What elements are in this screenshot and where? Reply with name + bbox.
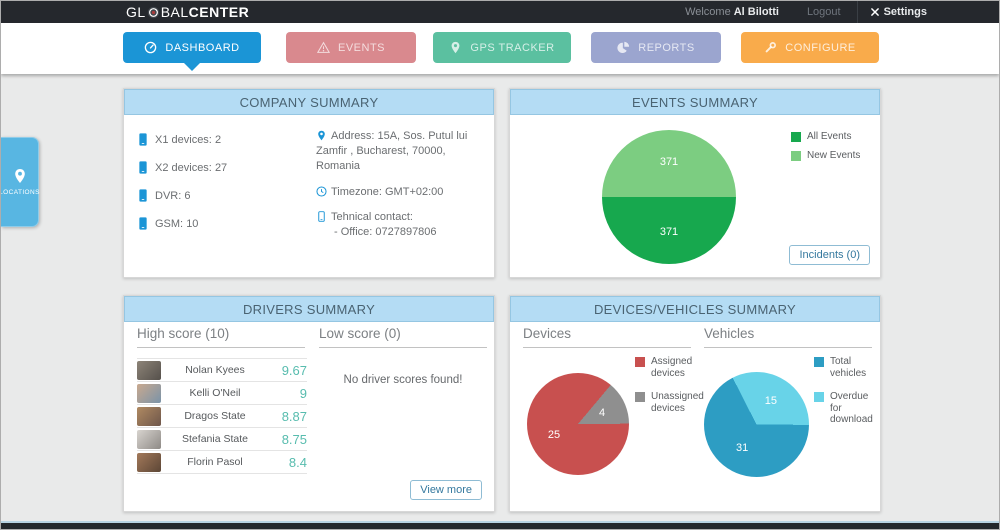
device-count-row: X1 devices: 2	[138, 133, 227, 146]
legend-swatch	[791, 132, 801, 142]
phone-icon	[318, 211, 325, 223]
legend-item: Unassigned devices	[635, 391, 713, 414]
logo-text-gl: GL	[126, 4, 146, 20]
legend-swatch	[791, 150, 801, 161]
low-score-title: Low score (0)	[319, 326, 487, 348]
address-row: Address: 15A, Sos. Putul lui Zamfir , Bu…	[316, 130, 468, 172]
legend-item: All Events	[791, 131, 860, 143]
incidents-button[interactable]: Incidents (0)	[789, 245, 870, 265]
device-count-value: 6	[184, 189, 191, 202]
contact-office: - Office: 0727897806	[334, 226, 437, 239]
view-more-button[interactable]: View more	[410, 480, 482, 500]
tab-configure[interactable]: CONFIGURE	[741, 32, 879, 63]
device-count-value: 2	[214, 133, 222, 146]
avatar	[137, 429, 161, 449]
pie-slice-value: 15	[764, 395, 777, 408]
high-score-title: High score (10)	[137, 326, 305, 348]
tab-reports[interactable]: REPORTS	[591, 32, 721, 63]
device-icon	[139, 133, 147, 146]
device-icon	[139, 189, 147, 202]
panel-title: DRIVERS SUMMARY	[124, 296, 494, 322]
background-map-strip	[1, 521, 999, 529]
vehicles-legend: Total vehicles Overdue for download	[814, 356, 878, 426]
legend-item: Overdue for download	[814, 391, 878, 426]
pin-icon	[452, 41, 460, 54]
main-nav: DASHBOARD EVENTS GPS TRACKER REPORTS CON…	[1, 23, 999, 74]
tab-events[interactable]: EVENTS	[286, 32, 416, 63]
legend-swatch	[635, 392, 645, 402]
device-count-value: 27	[214, 161, 228, 174]
avatar	[137, 452, 161, 472]
contact-row: Tehnical contact: - Office: 0727897806	[316, 210, 484, 240]
warning-icon	[316, 41, 330, 53]
device-count-row: DVR: 6	[138, 189, 227, 202]
tab-gps-tracker[interactable]: GPS TRACKER	[433, 32, 571, 63]
user-name: Al Bilotti	[733, 6, 779, 18]
pie-slice-value: 31	[736, 441, 749, 454]
device-count-row: GSM: 10	[138, 217, 227, 230]
device-icon	[139, 161, 147, 174]
company-info-list: Address: 15A, Sos. Putul lui Zamfir , Bu…	[316, 129, 484, 251]
table-row[interactable]: Kelli O'Neil 9	[137, 382, 307, 405]
target-logo-icon	[147, 6, 160, 19]
device-count-row: X2 devices: 27	[138, 161, 227, 174]
pie-slice-value: 371	[659, 156, 679, 169]
vehicles-pie-chart: 15 31	[704, 372, 809, 477]
avatar	[137, 406, 161, 426]
wrench-icon	[765, 42, 777, 53]
device-count-list: X1 devices: 2 X2 devices: 27 DVR: 6 GSM:…	[138, 133, 227, 245]
device-icon	[139, 217, 147, 230]
crossed-tools-icon	[870, 8, 879, 16]
legend-swatch	[814, 392, 824, 402]
pie-slice-value: 371	[659, 225, 679, 238]
devices-pie-chart: 4 25	[527, 373, 629, 475]
logout-link[interactable]: Logout	[806, 6, 841, 18]
devices-legend: Assigned devices Unassigned devices	[635, 356, 713, 414]
legend-item: New Events	[791, 150, 860, 162]
table-row[interactable]: Nolan Kyees 9.67	[137, 359, 307, 382]
legend-swatch	[814, 357, 824, 367]
company-summary-panel: COMPANY SUMMARY X1 devices: 2 X2 devices…	[123, 88, 495, 278]
avatar	[137, 360, 161, 380]
tab-dashboard[interactable]: DASHBOARD	[123, 32, 261, 63]
low-score-empty-message: No driver scores found!	[343, 374, 463, 386]
welcome-text: Welcome Al Bilotti	[685, 6, 779, 18]
panel-title: COMPANY SUMMARY	[124, 89, 494, 115]
high-score-table: Nolan Kyees 9.67 Kelli O'Neil 9 Dragos S…	[137, 358, 307, 474]
clock-icon	[316, 185, 327, 197]
table-row[interactable]: Dragos State 8.87	[137, 405, 307, 428]
locations-side-tab[interactable]: LOCATIONS	[1, 137, 39, 227]
timezone-row: Timezone: GMT+02:00	[316, 185, 484, 200]
devices-subtitle: Devices	[523, 326, 691, 348]
active-tab-pointer	[184, 63, 200, 71]
legend-item: Assigned devices	[635, 356, 713, 379]
events-legend: All Events New Events	[791, 131, 860, 161]
pin-icon	[318, 130, 325, 141]
legend-item: Total vehicles	[814, 356, 878, 379]
drivers-summary-panel: DRIVERS SUMMARY High score (10) Low scor…	[123, 295, 495, 512]
avatar	[137, 383, 161, 403]
logo-text-bal: BAL	[160, 4, 189, 20]
gauge-icon	[145, 41, 157, 54]
top-bar: GL BAL CENTER Welcome Al Bilotti Logout S…	[1, 1, 999, 23]
table-row[interactable]: Florin Pasol 8.4	[137, 451, 307, 474]
panel-title: DEVICES/VEHICLES SUMMARY	[510, 296, 880, 322]
panel-title: EVENTS SUMMARY	[510, 89, 880, 115]
events-summary-panel: EVENTS SUMMARY 371 371 All Events New Eve…	[509, 88, 881, 278]
events-pie-chart: 371 371	[602, 130, 736, 264]
table-row[interactable]: Stefania State 8.75	[137, 428, 307, 451]
settings-button[interactable]: Settings	[856, 1, 939, 23]
location-pin-icon	[14, 169, 25, 183]
device-count-value: 10	[186, 217, 199, 230]
logo-text-center: CENTER	[188, 4, 250, 20]
vehicles-subtitle: Vehicles	[704, 326, 872, 348]
pie-icon	[617, 41, 630, 54]
legend-swatch	[635, 357, 645, 367]
global-center-logo: GL BAL CENTER	[126, 1, 249, 23]
pie-slice-value: 25	[547, 429, 561, 442]
devices-vehicles-summary-panel: DEVICES/VEHICLES SUMMARY Devices Vehicle…	[509, 295, 881, 512]
pie-slice-value: 4	[598, 406, 606, 419]
